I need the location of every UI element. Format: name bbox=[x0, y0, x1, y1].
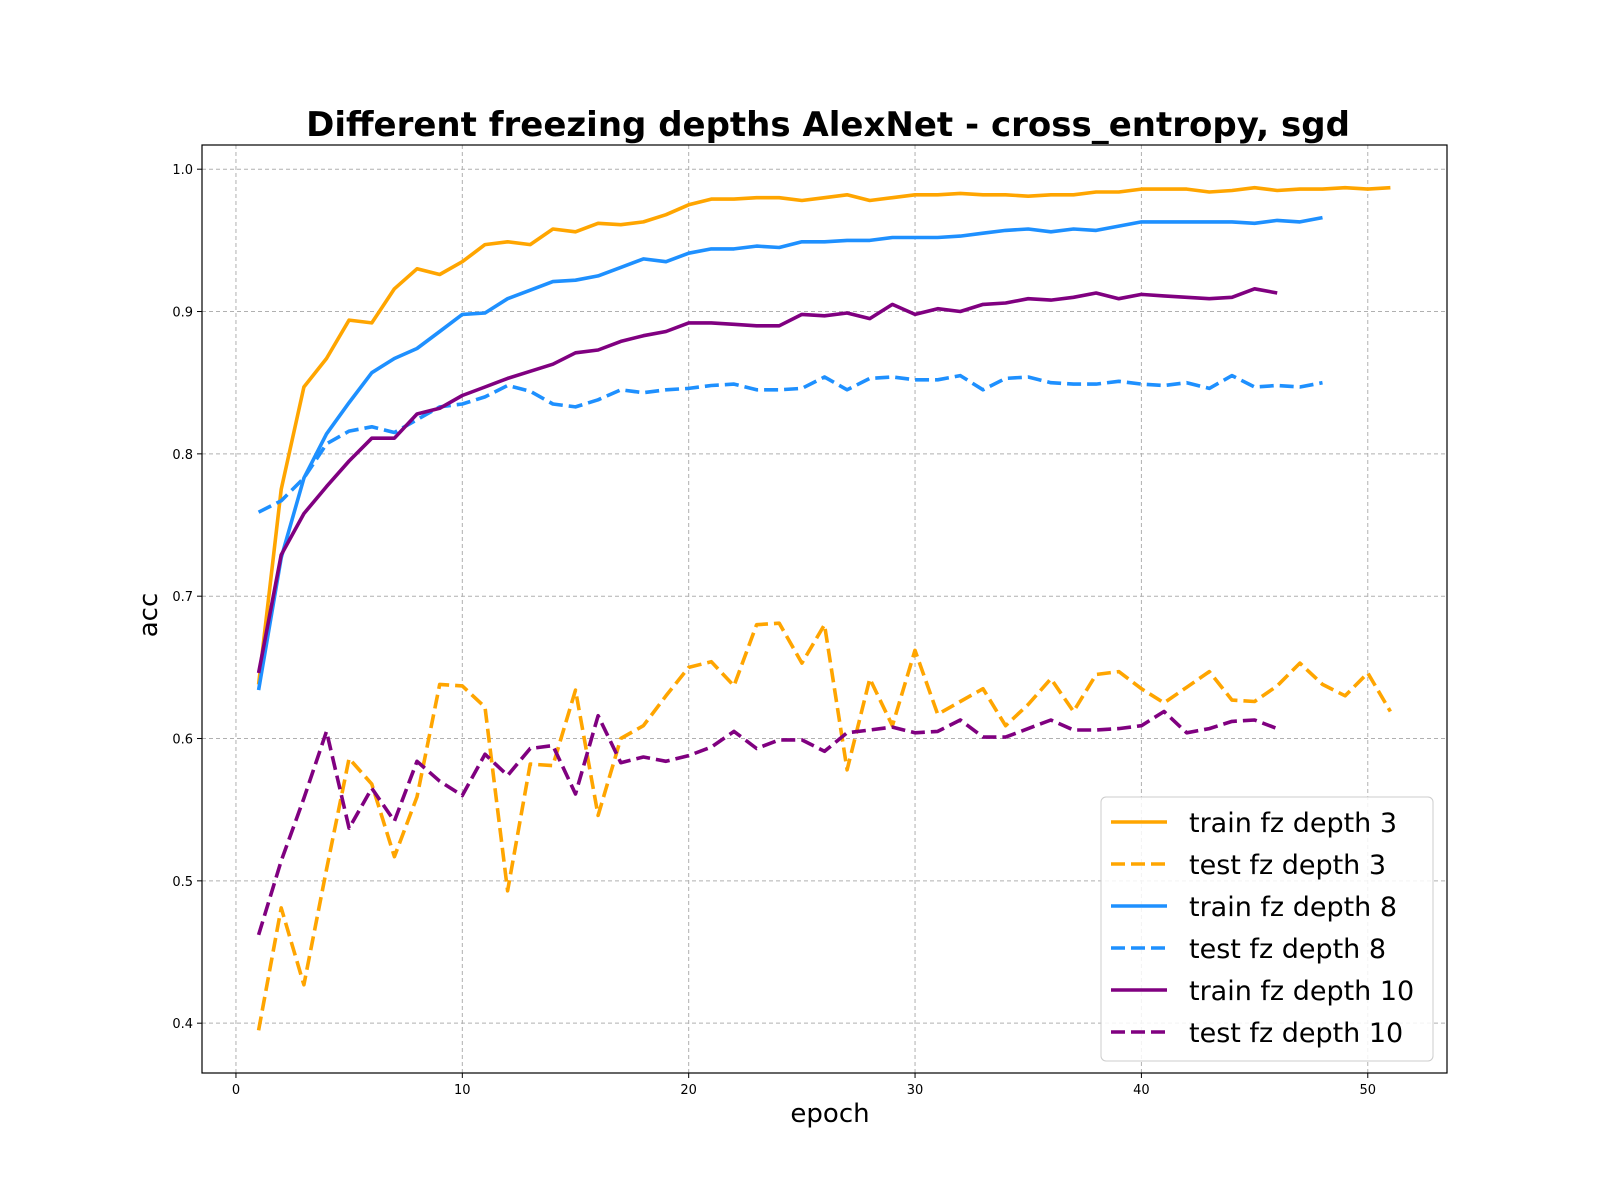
legend-label: train fz depth 10 bbox=[1189, 976, 1414, 1007]
series-line-train-fz-depth-8 bbox=[256, 215, 1323, 691]
y-tick-label: 0.4 bbox=[172, 1017, 193, 1032]
x-tick-label: 40 bbox=[1133, 1083, 1150, 1098]
x-axis-label: epoch bbox=[790, 1099, 869, 1129]
y-tick-label: 1.0 bbox=[172, 163, 193, 178]
legend: train fz depth 3 test fz depth 3 train fz … bbox=[1100, 796, 1434, 1062]
series-line-train-fz-depth-3 bbox=[256, 185, 1391, 685]
y-axis-label: acc bbox=[134, 593, 164, 638]
plot-frame bbox=[201, 144, 1448, 1074]
legend-label: train fz depth 8 bbox=[1189, 892, 1397, 923]
legend-label: test fz depth 10 bbox=[1189, 1018, 1403, 1049]
series-line-train-fz-depth-10 bbox=[256, 286, 1278, 674]
ticks: 0 10 20 30 40 50 0.4 0.5 0.6 0.7 0.8 0.9 1.0 bbox=[172, 163, 1376, 1098]
legend-label: train fz depth 3 bbox=[1189, 808, 1397, 839]
y-tick-label: 0.9 bbox=[172, 306, 193, 321]
x-tick-label: 0 bbox=[232, 1083, 240, 1098]
legend-label: test fz depth 8 bbox=[1189, 934, 1386, 965]
x-tick-label: 30 bbox=[907, 1083, 924, 1098]
y-tick-label: 0.6 bbox=[172, 733, 193, 748]
y-tick-label: 0.5 bbox=[172, 875, 193, 890]
y-tick-label: 0.8 bbox=[172, 448, 193, 463]
legend-box bbox=[1100, 796, 1434, 1062]
chart-title: Different freezing depths AlexNet - cros… bbox=[306, 105, 1350, 145]
series-line-test-fz-depth-8 bbox=[257, 373, 1323, 514]
x-tick-label: 20 bbox=[680, 1083, 697, 1098]
y-tick-label: 0.7 bbox=[172, 590, 193, 605]
series-line-test-fz-depth-10 bbox=[256, 709, 1278, 936]
series-layer bbox=[256, 185, 1392, 1031]
x-tick-label: 10 bbox=[454, 1083, 471, 1098]
x-tick-label: 50 bbox=[1359, 1083, 1376, 1098]
series-line-test-fz-depth-3 bbox=[256, 621, 1392, 1031]
legend-label: test fz depth 3 bbox=[1189, 850, 1386, 881]
